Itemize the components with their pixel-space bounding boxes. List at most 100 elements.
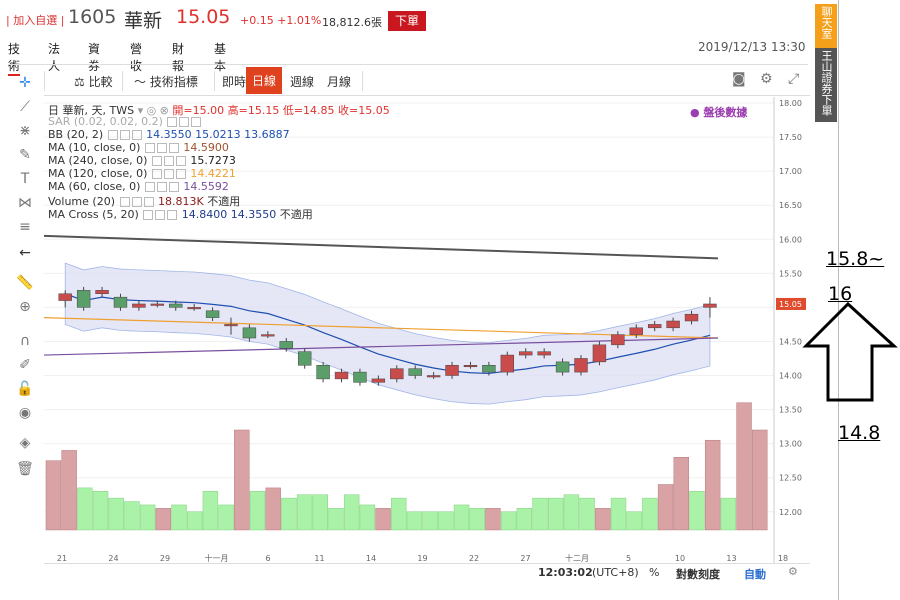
volume-bar	[563, 494, 580, 531]
volume-bar	[704, 439, 721, 531]
candle	[666, 320, 680, 329]
candle	[684, 313, 699, 322]
date-tick-label: 29	[160, 554, 170, 563]
candle	[592, 344, 607, 363]
auto-scale-toggle[interactable]: 自動	[744, 568, 766, 581]
annotation-range-value: 16	[828, 283, 853, 305]
date-tick-label: 11	[314, 554, 324, 563]
legend-row: MA (120, close, 0) 14.4221	[48, 167, 236, 180]
zoom-in-icon[interactable]: ⊕	[19, 299, 31, 315]
candle	[224, 324, 238, 327]
price-tick-label: 14.00	[779, 372, 802, 381]
gear-icon[interactable]: ⚙	[760, 71, 773, 87]
prediction-icon[interactable]: ≡	[19, 219, 31, 235]
trash-icon[interactable]: 🗑	[16, 461, 34, 477]
camera-icon[interactable]: ◙	[732, 71, 746, 87]
pattern-icon[interactable]: ⋈	[18, 195, 32, 211]
candle	[297, 351, 312, 366]
realtime-button[interactable]: 即時	[222, 75, 247, 89]
chart-toolbar: ⚖ 比較 〜 技術指標 即時 日線 週線 月線 ◙ ⚙ ⤢	[44, 67, 810, 96]
bollinger-band	[64, 262, 711, 405]
volume-bar	[689, 491, 705, 531]
legend-row: SAR (0.02, 0.02, 0.2)	[48, 115, 202, 128]
chat-tab[interactable]: 聊天室	[815, 4, 837, 48]
fullscreen-icon[interactable]: ⤢	[788, 71, 800, 87]
legend-symbol: 日 華新, 天, TWS	[48, 104, 135, 117]
candle	[611, 334, 625, 346]
legend-row: MA Cross (5, 20) 14.8400 14.3550 不適用	[48, 206, 313, 222]
volume-bar	[187, 511, 203, 531]
legend-row: MA (10, close, 0) 14.5900	[48, 141, 229, 154]
tab-technical[interactable]: 技術	[8, 40, 21, 76]
indicators-button[interactable]: 〜 技術指標	[134, 73, 198, 90]
back-arrow-icon[interactable]: ←	[19, 245, 31, 261]
order-button[interactable]: 下單	[388, 11, 426, 31]
volume-bar	[202, 491, 219, 531]
magnet-icon[interactable]: ∩	[19, 333, 31, 349]
volume-bar	[328, 508, 344, 531]
volume-bar	[61, 450, 77, 531]
brush-icon[interactable]: ✎	[19, 147, 31, 163]
price-tick-label: 13.50	[779, 406, 802, 415]
chart-svg[interactable]: 18.00 17.50 17.00 16.50 16.00 15.50 15.05 14.50…	[43, 97, 810, 577]
volume-bar	[485, 508, 501, 531]
fib-icon[interactable]: ⋇	[19, 123, 31, 139]
legend-row: MA (240, close, 0) 15.7273	[48, 154, 236, 167]
settings-icon[interactable]: ⚙	[788, 565, 798, 578]
volume-bar	[234, 429, 250, 531]
volume-bar	[595, 508, 611, 531]
weekly-button[interactable]: 週線	[290, 75, 315, 89]
layers-icon[interactable]: ◈	[19, 435, 31, 451]
candle	[279, 341, 293, 349]
date-tick-label: 24	[108, 554, 118, 563]
percent-toggle[interactable]: %	[649, 566, 660, 579]
tab-financials[interactable]: 財報	[172, 42, 185, 73]
monthly-button[interactable]: 月線	[327, 75, 352, 89]
legend-row-value: 18.813K	[158, 195, 208, 208]
volume-bar	[375, 508, 391, 531]
candle	[76, 290, 91, 308]
compare-button[interactable]: ⚖ 比較	[74, 73, 113, 90]
text-icon[interactable]: T	[20, 171, 30, 187]
ruler-icon[interactable]: 📏	[16, 275, 34, 291]
legend-row-name: SAR (0.02, 0.02, 0.2)	[48, 115, 163, 128]
divider	[8, 64, 808, 65]
tab-institutional[interactable]: 法人	[48, 42, 61, 73]
candle	[242, 327, 257, 339]
daily-button[interactable]: 日線	[246, 67, 283, 94]
volume-bar	[406, 511, 423, 531]
volume-bar	[77, 487, 93, 531]
compare-label: 比較	[88, 75, 113, 89]
volume-bar	[500, 511, 517, 531]
price-tick-label: 18.00	[779, 99, 802, 108]
trendline-icon[interactable]: ⟋	[20, 99, 30, 115]
tab-basic[interactable]: 基本	[214, 42, 227, 73]
tab-margin[interactable]: 資券	[88, 42, 101, 73]
log-scale-toggle[interactable]: 對數刻度	[676, 568, 720, 581]
price-tick-label: 16.50	[779, 201, 802, 210]
candle	[205, 310, 220, 318]
pencil-lock-icon[interactable]: ✐	[19, 357, 31, 373]
date-tick-label: 22	[469, 554, 479, 563]
price-tick-label: 15.05	[779, 300, 802, 309]
volume-bar	[657, 484, 674, 531]
candle	[482, 365, 496, 373]
date-tick-label: 十一月	[205, 553, 229, 563]
tab-revenue[interactable]: 營收	[130, 42, 143, 73]
legend-row: MA (60, close, 0) 14.5592	[48, 180, 229, 193]
candle	[703, 303, 717, 308]
volume-bar	[642, 497, 658, 531]
current-price-tag	[776, 297, 806, 310]
price-chart[interactable]: 18.00 17.50 17.00 16.50 16.00 15.50 15.05 14.50…	[43, 97, 810, 577]
clock-time: 12:03:02	[538, 566, 593, 579]
candle	[500, 354, 515, 373]
date-tick-label: 10	[675, 554, 685, 563]
add-watchlist-link[interactable]: | 加入自選 |	[6, 14, 65, 27]
candle	[58, 293, 72, 301]
legend-row-value: 15.7273	[190, 154, 236, 167]
lock-icon[interactable]: 🔓	[16, 381, 34, 397]
volume-bar	[45, 460, 62, 531]
crosshair-icon[interactable]: ✛	[19, 75, 31, 91]
eye-icon[interactable]: ◉	[18, 405, 32, 421]
legend-row-name: MA (120, close, 0)	[48, 167, 148, 180]
